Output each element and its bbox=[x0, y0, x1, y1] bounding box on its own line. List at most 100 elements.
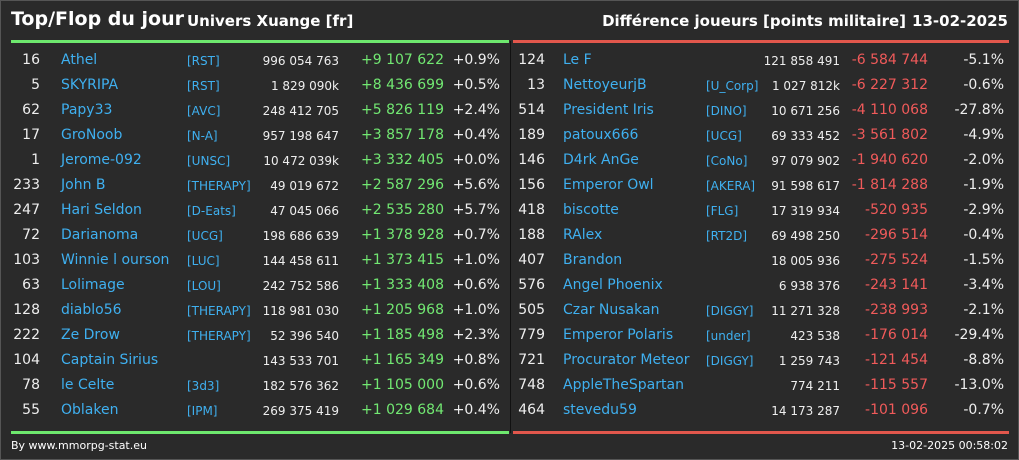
top-gainers-list: 16 Athel [RST] 996 054 763 +9 107 622 +0.9% 5 S… bbox=[1, 48, 510, 423]
player-rank: 233 bbox=[13, 177, 40, 193]
alliance-tag-link[interactable]: [under] bbox=[706, 329, 751, 343]
alliance-tag-link[interactable]: [RT2D] bbox=[706, 229, 748, 243]
player-rank: 514 bbox=[518, 102, 545, 118]
loser-row: 779 Emperor Polaris [under] 423 538 -176 014… bbox=[511, 323, 1018, 348]
points-difference: -121 454 bbox=[865, 352, 928, 368]
player-name-link[interactable]: Czar Nusakan bbox=[563, 302, 660, 318]
player-name-link[interactable]: Emperor Polaris bbox=[563, 327, 674, 343]
alliance-tag-link[interactable]: [LUC] bbox=[187, 254, 220, 268]
gainer-row: 17 GroNoob [N-A] 957 198 647 +3 857 178 +0.4% bbox=[1, 123, 510, 148]
player-points: 248 412 705 bbox=[262, 104, 339, 118]
source-credit: By www.mmorpg-stat.eu bbox=[11, 439, 147, 452]
player-name-link[interactable]: Ze Drow bbox=[61, 327, 120, 343]
player-name-link[interactable]: Lolimage bbox=[61, 277, 125, 293]
alliance-tag-link[interactable]: [UNSC] bbox=[187, 154, 231, 168]
points-difference: +1 373 415 bbox=[361, 252, 444, 268]
player-name-link[interactable]: Brandon bbox=[563, 252, 623, 268]
player-name-link[interactable]: diablo56 bbox=[61, 302, 122, 318]
points-difference: -3 561 802 bbox=[851, 127, 928, 143]
player-name-link[interactable]: SKYRIPA bbox=[61, 77, 119, 93]
player-name-link[interactable]: Emperor Owl bbox=[563, 177, 654, 193]
percent-change: -13.0% bbox=[954, 377, 1004, 393]
percent-change: -2.0% bbox=[963, 152, 1004, 168]
player-name-link[interactable]: Athel bbox=[61, 52, 98, 68]
points-difference: +9 107 622 bbox=[361, 52, 444, 68]
player-name-link[interactable]: patoux666 bbox=[563, 127, 639, 143]
points-difference: -1 940 620 bbox=[851, 152, 928, 168]
points-difference: -238 993 bbox=[865, 302, 928, 318]
loser-row: 721 Procurator Meteor [DIGGY] 1 259 743 -121… bbox=[511, 348, 1018, 373]
player-name-link[interactable]: Papy33 bbox=[61, 102, 113, 118]
universe-label: Univers Xuange [fr] bbox=[187, 12, 354, 30]
alliance-tag-link[interactable]: [RST] bbox=[187, 54, 220, 68]
player-name-link[interactable]: Winnie l ourson bbox=[61, 252, 170, 268]
player-name-link[interactable]: Angel Phoenix bbox=[563, 277, 663, 293]
loser-row: 146 D4rk AnGe [CoNo] 97 079 902 -1 940 620 -2… bbox=[511, 148, 1018, 173]
metric-label: Différence joueurs [points militaire] bbox=[602, 12, 906, 30]
player-points: 18 005 936 bbox=[771, 254, 840, 268]
player-rank: 721 bbox=[518, 352, 545, 368]
player-rank: 13 bbox=[527, 77, 545, 93]
player-name-link[interactable]: stevedu59 bbox=[563, 402, 637, 418]
player-name-link[interactable]: biscotte bbox=[563, 202, 619, 218]
player-rank: 464 bbox=[518, 402, 545, 418]
alliance-tag-link[interactable]: [AVC] bbox=[187, 104, 221, 118]
alliance-tag-link[interactable]: [THERAPY] bbox=[187, 304, 251, 318]
player-name-link[interactable]: D4rk AnGe bbox=[563, 152, 639, 168]
player-name-link[interactable]: Jerome-092 bbox=[61, 152, 142, 168]
gainer-row: 104 Captain Sirius 143 533 701 +1 165 349 +0… bbox=[1, 348, 510, 373]
alliance-tag-link[interactable]: [3d3] bbox=[187, 379, 220, 393]
percent-change: -3.4% bbox=[963, 277, 1004, 293]
alliance-tag-link[interactable]: [DINO] bbox=[706, 104, 747, 118]
player-name-link[interactable]: Procurator Meteor bbox=[563, 352, 690, 368]
player-name-link[interactable]: President Iris bbox=[563, 102, 654, 118]
player-name-link[interactable]: le Celte bbox=[61, 377, 115, 393]
percent-change: +5.7% bbox=[452, 202, 500, 218]
percent-change: +0.8% bbox=[452, 352, 500, 368]
gainer-row: 72 Darianoma [UCG] 198 686 639 +1 378 928 +0.… bbox=[1, 223, 510, 248]
gainer-row: 16 Athel [RST] 996 054 763 +9 107 622 +0.9% bbox=[1, 48, 510, 73]
alliance-tag-link[interactable]: [N-A] bbox=[187, 129, 218, 143]
player-name-link[interactable]: Captain Sirius bbox=[61, 352, 159, 368]
player-name-link[interactable]: RAlex bbox=[563, 227, 603, 243]
alliance-tag-link[interactable]: [FLG] bbox=[706, 204, 739, 218]
loser-row: 418 biscotte [FLG] 17 319 934 -520 935 -2.9% bbox=[511, 198, 1018, 223]
gainer-row: 62 Papy33 [AVC] 248 412 705 +5 826 119 +2.4% bbox=[1, 98, 510, 123]
alliance-tag-link[interactable]: [D-Eats] bbox=[187, 204, 236, 218]
alliance-tag-link[interactable]: [UCG] bbox=[706, 129, 742, 143]
points-difference: -176 014 bbox=[865, 327, 928, 343]
alliance-tag-link[interactable]: [U_Corp] bbox=[706, 79, 759, 93]
points-difference: -1 814 288 bbox=[851, 177, 928, 193]
alliance-tag-link[interactable]: [CoNo] bbox=[706, 154, 748, 168]
gainer-row: 78 le Celte [3d3] 182 576 362 +1 105 000 +0.6… bbox=[1, 373, 510, 398]
player-name-link[interactable]: Le F bbox=[563, 52, 592, 68]
player-name-link[interactable]: Hari Seldon bbox=[61, 202, 142, 218]
alliance-tag-link[interactable]: [THERAPY] bbox=[187, 179, 251, 193]
player-name-link[interactable]: John B bbox=[61, 177, 106, 193]
points-difference: -275 524 bbox=[865, 252, 928, 268]
points-difference: +1 029 684 bbox=[361, 402, 444, 418]
player-points: 118 981 030 bbox=[262, 304, 339, 318]
alliance-tag-link[interactable]: [LOU] bbox=[187, 279, 221, 293]
player-rank: 247 bbox=[13, 202, 40, 218]
player-name-link[interactable]: NettoyeurjB bbox=[563, 77, 647, 93]
player-points: 198 686 639 bbox=[262, 229, 339, 243]
player-name-link[interactable]: GroNoob bbox=[61, 127, 123, 143]
alliance-tag-link[interactable]: [THERAPY] bbox=[187, 329, 251, 343]
alliance-tag-link[interactable]: [IPM] bbox=[187, 404, 218, 418]
player-points: 97 079 902 bbox=[771, 154, 840, 168]
player-name-link[interactable]: Oblaken bbox=[61, 402, 119, 418]
alliance-tag-link[interactable]: [DIGGY] bbox=[706, 354, 754, 368]
percent-change: +0.6% bbox=[452, 277, 500, 293]
alliance-tag-link[interactable]: [UCG] bbox=[187, 229, 223, 243]
alliance-tag-link[interactable]: [RST] bbox=[187, 79, 220, 93]
player-rank: 55 bbox=[22, 402, 40, 418]
header: Top/Flop du jour Univers Xuange [fr] Dif… bbox=[1, 1, 1018, 41]
alliance-tag-link[interactable]: [AKERA] bbox=[706, 179, 756, 193]
loser-row: 505 Czar Nusakan [DIGGY] 11 271 328 -238 993… bbox=[511, 298, 1018, 323]
alliance-tag-link[interactable]: [DIGGY] bbox=[706, 304, 754, 318]
player-name-link[interactable]: AppleTheSpartan bbox=[563, 377, 684, 393]
player-name-link[interactable]: Darianoma bbox=[61, 227, 139, 243]
gainer-row: 233 John B [THERAPY] 49 019 672 +2 587 296 +5… bbox=[1, 173, 510, 198]
